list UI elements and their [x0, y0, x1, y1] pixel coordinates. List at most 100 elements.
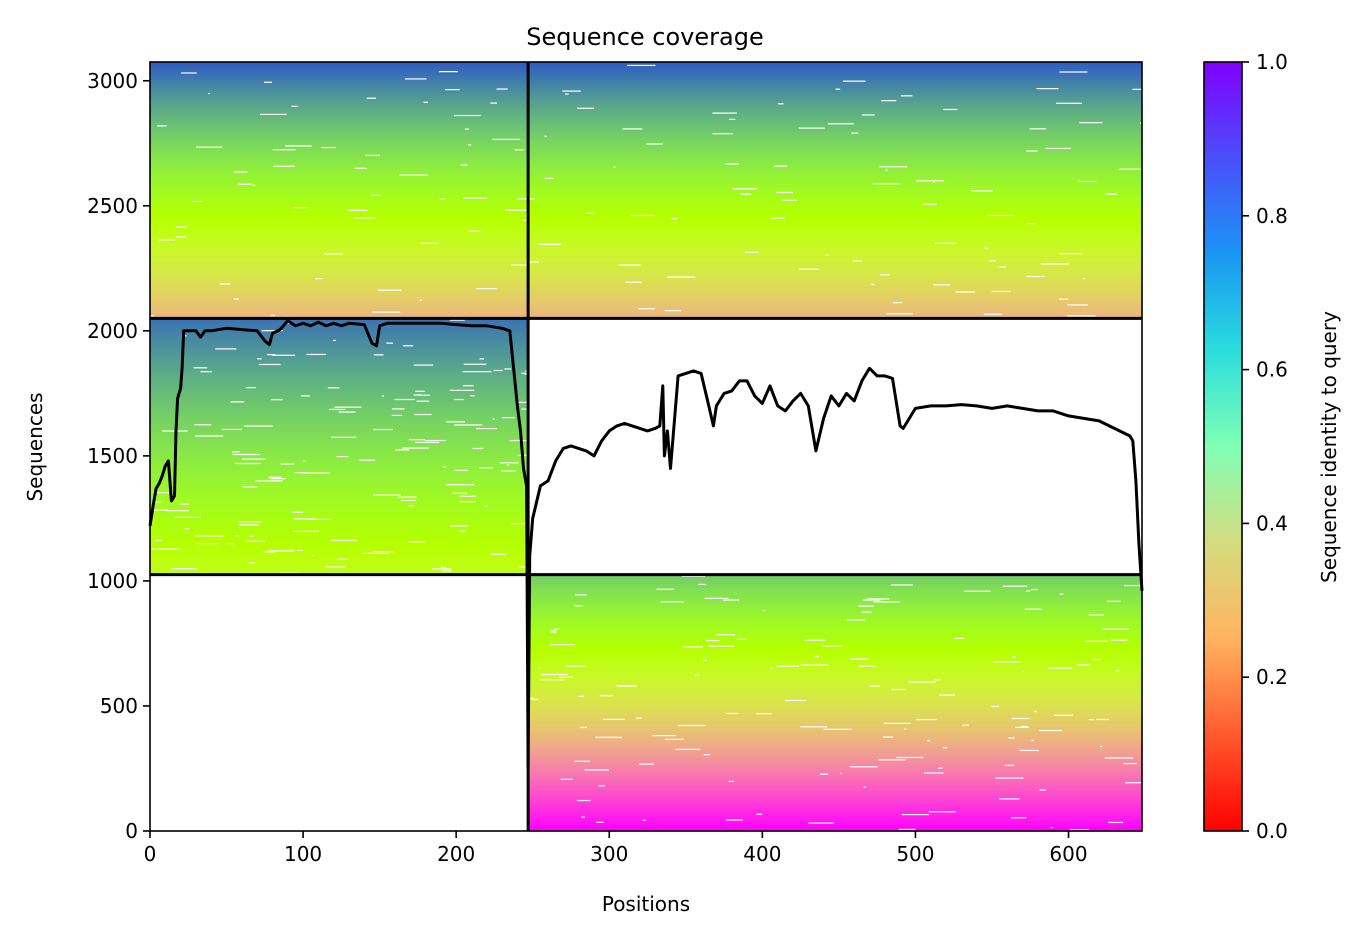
msa-row-band — [528, 805, 1142, 809]
msa-gap — [1048, 667, 1073, 669]
msa-row-band — [150, 79, 1142, 82]
msa-row-band — [150, 196, 1142, 200]
msa-row-band — [528, 613, 1142, 616]
msa-gap — [804, 639, 826, 641]
msa-gap — [544, 177, 554, 179]
msa-gap — [219, 283, 231, 285]
msa-row-band — [528, 813, 1142, 817]
msa-gap — [1105, 193, 1118, 195]
msa-gap — [858, 605, 875, 607]
msa-gap — [862, 611, 872, 613]
msa-gap — [883, 736, 894, 738]
msa-row-band — [528, 722, 1142, 725]
msa-row-band — [150, 352, 529, 356]
msa-row-band — [150, 119, 1142, 123]
msa-row-band — [528, 591, 1142, 595]
msa-row-band — [528, 628, 1142, 631]
msa-gap — [1118, 168, 1145, 170]
msa-row-band — [528, 668, 1142, 672]
msa-row-band — [150, 463, 529, 467]
msa-gap — [523, 219, 529, 221]
msa-gap — [671, 218, 678, 220]
msa-row-band — [150, 301, 1142, 304]
msa-gap — [943, 108, 958, 111]
msa-row-band — [150, 512, 529, 516]
msa-gap — [971, 190, 993, 192]
msa-gap — [554, 628, 560, 630]
msa-row-band — [150, 230, 1142, 234]
msa-gap — [1031, 739, 1034, 742]
msa-gap — [153, 491, 175, 494]
msa-gap — [501, 470, 516, 472]
msa-gap — [337, 558, 348, 560]
msa-gap — [558, 676, 574, 678]
msa-gap — [1022, 670, 1024, 672]
msa-gap — [496, 88, 508, 90]
msa-gap — [504, 368, 512, 370]
y-tick-label: 2000 — [87, 319, 138, 343]
msa-row-band — [150, 478, 529, 482]
msa-row-band — [150, 98, 1142, 102]
msa-row-band — [528, 809, 1142, 813]
msa-gap — [192, 200, 203, 203]
msa-gap — [1079, 122, 1103, 124]
msa-row-band — [150, 309, 1142, 313]
msa-gap — [373, 354, 384, 356]
msa-gap — [866, 598, 890, 600]
msa-row-band — [150, 173, 1142, 176]
msa-gap — [598, 785, 605, 787]
msa-row-band — [150, 130, 1142, 134]
msa-gap — [955, 291, 976, 293]
msa-gap — [321, 146, 336, 149]
msa-gap — [415, 390, 425, 392]
msa-gap — [284, 322, 293, 324]
msa-row-band — [150, 134, 1142, 138]
msa-row-band — [528, 660, 1142, 663]
x-tick-label: 300 — [590, 842, 628, 866]
msa-row-band — [528, 602, 1142, 606]
msa-row-band — [150, 138, 1142, 142]
msa-row-band — [150, 275, 1142, 279]
msa-row-band — [150, 559, 529, 563]
plot-frame — [149, 61, 1143, 832]
msa-gap — [452, 492, 468, 494]
msa-gap — [333, 339, 337, 342]
msa-gap — [1010, 817, 1027, 819]
colorbar-ticks: 0.0 0.2 0.4 0.6 0.8 1.0 — [1242, 50, 1288, 843]
msa-row-band — [150, 480, 529, 484]
msa-gap — [774, 165, 788, 167]
msa-row-band — [528, 596, 1142, 599]
msa-row-band — [150, 68, 1142, 72]
msa-row-band — [150, 502, 529, 505]
msa-gap — [962, 724, 969, 726]
x-tick-label: 500 — [896, 842, 934, 866]
msa-gap — [226, 543, 235, 545]
msa-gap — [574, 605, 583, 607]
msa-gap — [616, 685, 633, 687]
msa-gap — [667, 276, 696, 278]
msa-row-band — [150, 220, 1142, 223]
msa-row-band — [150, 570, 529, 574]
msa-row-band — [150, 531, 529, 535]
msa-gap — [270, 314, 275, 316]
msa-gap — [476, 427, 497, 430]
msa-gap — [1040, 263, 1069, 265]
msa-gap — [900, 95, 913, 97]
msa-gap — [732, 188, 758, 190]
msa-row-band — [150, 198, 1142, 202]
x-tick-label: 0 — [144, 842, 157, 866]
msa-row-band — [528, 653, 1142, 657]
msa-gap — [492, 418, 495, 420]
msa-gap — [462, 371, 492, 373]
msa-gap — [596, 821, 604, 823]
msa-row-band — [528, 811, 1142, 815]
msa-row-band — [150, 126, 1142, 129]
msa-gap — [849, 658, 869, 660]
msa-row-band — [150, 239, 1142, 243]
msa-row-band — [150, 331, 529, 334]
msa-row-band — [528, 578, 1142, 582]
msa-row-band — [150, 393, 529, 396]
msa-gap — [490, 102, 497, 104]
msa-gap — [257, 358, 262, 360]
msa-gap — [869, 685, 880, 687]
